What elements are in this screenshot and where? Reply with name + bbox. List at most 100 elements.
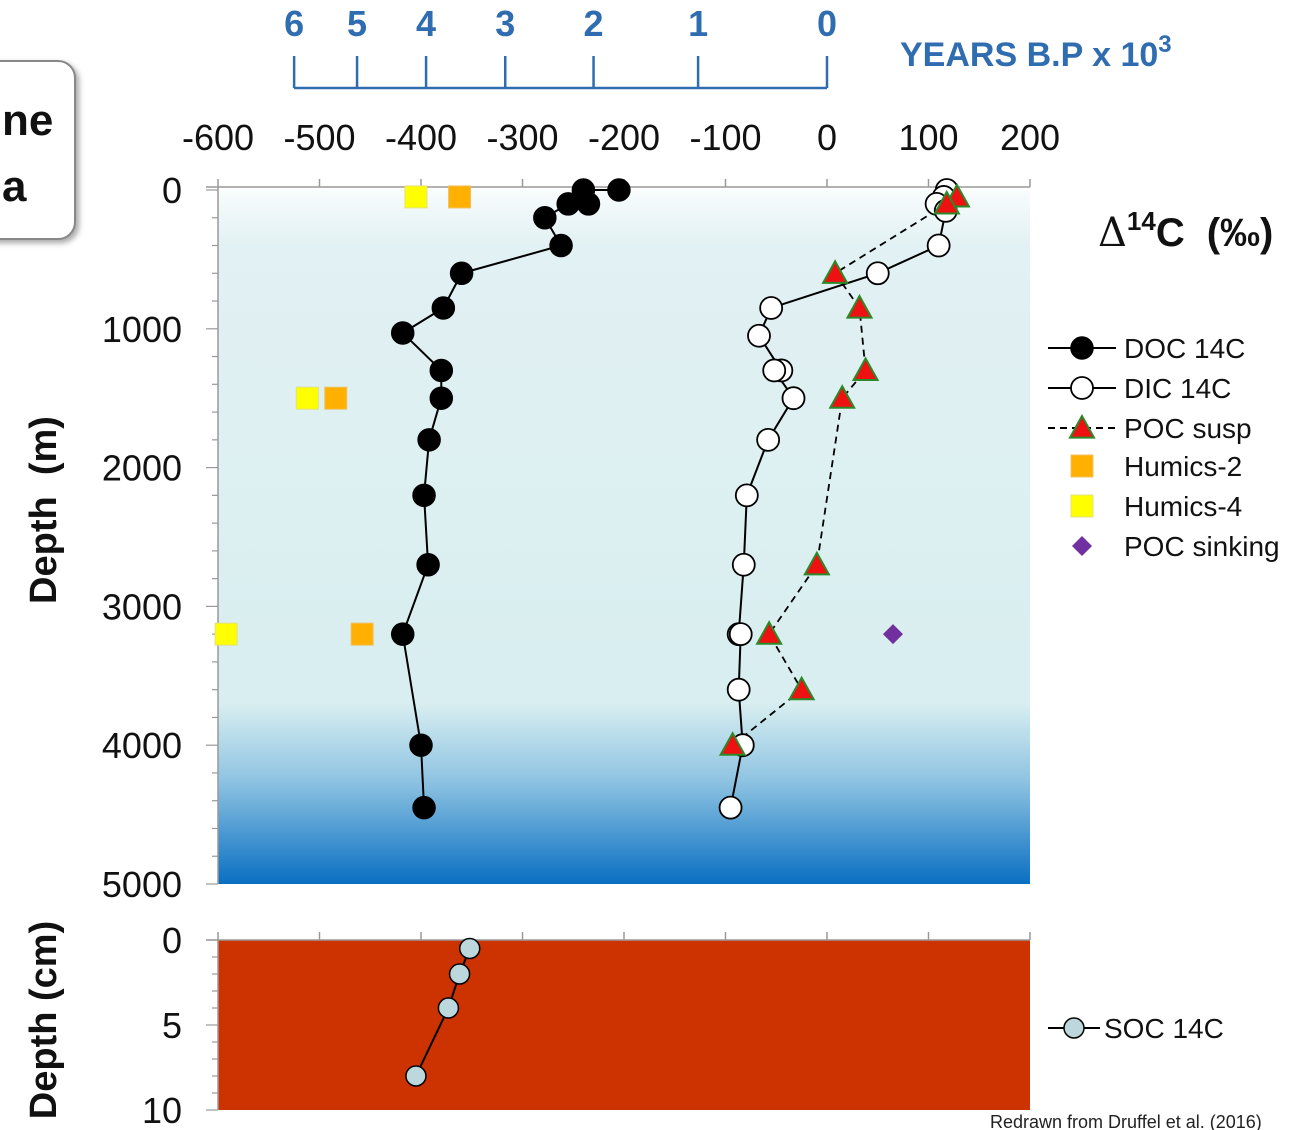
age-axis-tick-label: 6	[284, 3, 304, 44]
poc-susp-point	[933, 189, 961, 215]
water-column-background	[218, 190, 1030, 884]
humics-2-point	[350, 622, 374, 646]
dic-14c-point	[756, 427, 781, 452]
legend-doc-14c-label: DOC 14C	[1124, 333, 1245, 364]
soc-14c-point	[437, 997, 460, 1019]
poc-susp-point	[787, 675, 816, 701]
x-axis-tick-label: -600	[182, 117, 254, 158]
doc-14c-point	[417, 428, 441, 452]
age-axis-tick-label: 2	[584, 3, 604, 44]
x-axis-tick-label: -200	[588, 117, 660, 158]
doc-14c-point	[549, 233, 573, 258]
x-axis-title-main: C	[1156, 211, 1185, 255]
water-y-axis-tick-label: 3000	[102, 586, 182, 627]
legend-poc-sinking-marker	[1072, 536, 1092, 556]
age-axis-tick-label: 1	[688, 3, 708, 44]
legend: DOC 14C DIC 14C POC susp Humics-2 Humics-4 PO…	[1048, 333, 1280, 1044]
water-y-axis-tick-label: 0	[162, 170, 182, 211]
legend-humics-2-label: Humics-2	[1124, 451, 1242, 482]
doc-14c-point	[556, 192, 580, 216]
sediment-y-axis-title: Depth (cm)	[23, 921, 65, 1119]
dic-14c-point	[747, 323, 771, 348]
x-axis-tick-label: 100	[898, 117, 958, 158]
legend-soc-14c-marker	[1063, 1017, 1085, 1039]
soc-14c-point	[405, 1065, 427, 1087]
sediment-y-axis-tick-label: 10	[142, 1090, 182, 1130]
humics-2-point	[448, 185, 472, 209]
poc-susp-point	[845, 293, 874, 319]
credit-text: Redrawn from Druffel et al. (2016)	[990, 1112, 1262, 1130]
dic-14c-point	[718, 795, 743, 820]
poc-susp-point	[803, 550, 831, 576]
water-y-axis-tick-label: 1000	[102, 309, 182, 350]
legend-dic-14c-label: DIC 14C	[1124, 373, 1231, 404]
doc-14c-point	[431, 296, 456, 320]
doc-14c-point	[576, 192, 601, 216]
poc-susp-point	[755, 620, 783, 645]
x-axis-tick-label: -400	[385, 117, 457, 158]
poc-susp-point	[718, 731, 747, 756]
legend-humics-4-label: Humics-4	[1124, 491, 1242, 522]
sediment-y-axis-tick-label: 0	[162, 920, 182, 961]
age-axis-tick-label: 3	[495, 3, 515, 44]
legend-soc-14c-label: SOC 14C	[1104, 1013, 1224, 1044]
x-axis-title-unit: (‰)	[1207, 211, 1274, 255]
poc-susp-point	[828, 384, 856, 409]
inset-callout: ne a	[0, 60, 76, 240]
dic-14c-point	[865, 261, 890, 286]
soc-14c-point	[458, 937, 481, 960]
dic-14c-point	[731, 552, 756, 577]
dic-14c-point	[726, 677, 751, 702]
poc-susp-line	[732, 196, 958, 746]
doc-14c-point	[449, 261, 474, 286]
legend-poc-sinking-label: POC sinking	[1124, 531, 1280, 562]
doc-14c-point	[412, 483, 436, 508]
legend-doc-14c-marker	[1070, 336, 1094, 360]
x-axis-tick-label: -500	[283, 117, 355, 158]
sediment-background	[218, 940, 1030, 1110]
humics-4-point	[214, 622, 238, 646]
legend-humics-2-marker	[1070, 454, 1094, 478]
legend-poc-susp-marker	[1068, 413, 1096, 439]
x-axis-tick-label: 200	[1000, 117, 1060, 158]
top-axis-title-main: YEARS B.P x 10	[900, 36, 1158, 74]
poc-sinking-point	[882, 624, 903, 645]
dic-14c-point	[926, 233, 951, 258]
doc-14c-point	[412, 795, 436, 820]
age-axis-tick-label: 4	[416, 3, 436, 44]
humics-4-point	[295, 386, 319, 410]
dic-14c-point	[734, 483, 759, 508]
doc-14c-point	[429, 358, 454, 383]
sediment-y-axis-tick-label: 5	[162, 1005, 182, 1046]
age-axis-tick-label: 0	[817, 3, 837, 44]
doc-14c-point	[416, 553, 440, 577]
soc-14c-line	[415, 948, 471, 1077]
x-axis-title-delta: Δ	[1098, 210, 1127, 256]
water-y-axis-title: Depth (m)	[23, 416, 65, 604]
soc-14c-point	[448, 963, 471, 985]
dic-14c-point	[781, 386, 806, 411]
doc-14c-point	[429, 386, 454, 410]
humics-2-point	[324, 386, 348, 410]
doc-14c-point	[533, 206, 557, 230]
inset-text-line-2: a	[2, 162, 27, 211]
water-y-axis-tick-label: 2000	[102, 448, 182, 489]
legend-dic-14c-marker	[1070, 376, 1094, 400]
top-axis-title-sup: 3	[1158, 31, 1171, 58]
legend-humics-4-marker	[1070, 494, 1094, 518]
x-axis-title-sup: 14	[1127, 206, 1156, 236]
doc-14c-point	[409, 733, 433, 757]
dic-14c-point	[759, 296, 784, 320]
x-axis-tick-label: -100	[689, 117, 761, 158]
legend-poc-susp-label: POC susp	[1124, 413, 1252, 444]
top-axis-title: YEARS B.P x 103	[900, 31, 1172, 74]
age-axis-tick-label: 5	[347, 3, 367, 44]
poc-susp-point	[851, 356, 880, 382]
doc-14c-point	[390, 321, 415, 345]
poc-susp-point	[821, 259, 849, 284]
x-axis-tick-label: -300	[486, 117, 558, 158]
humics-4-point	[404, 185, 428, 209]
water-y-axis-tick-label: 4000	[102, 725, 182, 766]
x-axis-tick-label: 0	[817, 117, 837, 158]
